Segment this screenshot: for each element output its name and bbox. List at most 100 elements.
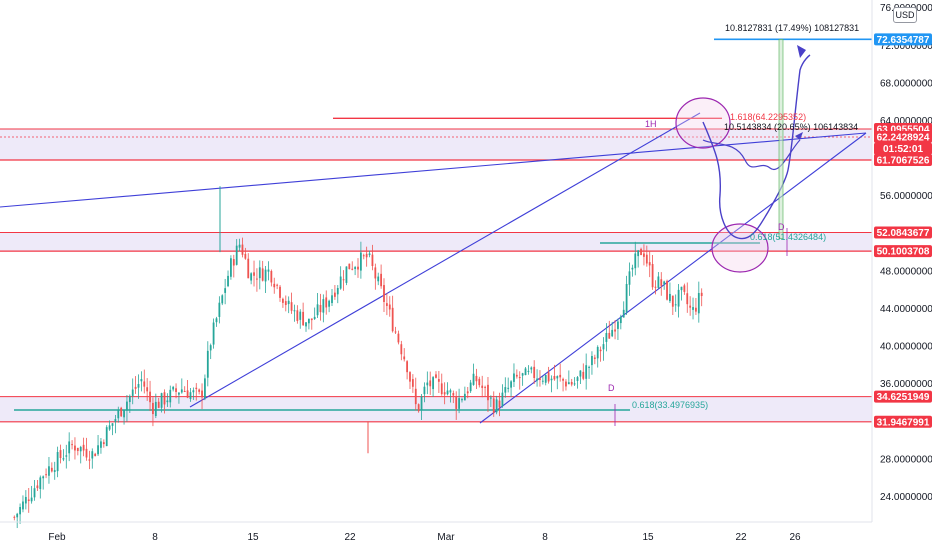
y-tick-label: 36.0000000 <box>880 379 932 390</box>
x-tick-label: 15 <box>642 532 654 543</box>
candle-body <box>686 293 689 305</box>
y-tick-label: 68.0000000 <box>880 78 932 89</box>
candle-body <box>256 278 258 280</box>
candle-body <box>489 397 492 399</box>
candle-body <box>631 267 634 270</box>
candle-body <box>348 263 351 270</box>
currency-button[interactable]: USD <box>893 7 917 23</box>
candle-body <box>411 379 414 387</box>
candle-body <box>258 267 261 279</box>
candle-body <box>521 373 524 376</box>
candle-body <box>417 404 420 412</box>
candle-body <box>567 382 570 385</box>
candle-body <box>449 390 452 393</box>
candle-body <box>654 286 657 288</box>
price-badge <box>874 390 932 403</box>
y-tick-label: 44.0000000 <box>880 304 932 315</box>
candle-body <box>357 266 359 270</box>
candle-body <box>91 451 94 459</box>
x-tick-label: 22 <box>344 532 356 543</box>
candle-body <box>345 266 348 283</box>
candle-body <box>608 332 611 339</box>
candle-body <box>628 271 631 285</box>
candle-body <box>611 329 614 337</box>
candle-body <box>550 378 553 381</box>
candle-body <box>556 376 559 379</box>
candle-body <box>178 392 180 395</box>
candle-body <box>495 399 498 413</box>
candle-body <box>435 374 437 378</box>
candle-body <box>680 286 683 291</box>
candle-body <box>224 288 227 293</box>
price-badge-label: 52.0843677 <box>877 228 930 239</box>
candle-body <box>331 295 333 304</box>
annotation-label: 1.618(64.2295352) <box>730 112 806 122</box>
candle-body <box>406 361 408 373</box>
candle-body <box>671 295 674 307</box>
candle-body <box>599 349 602 352</box>
candle-body <box>313 316 316 319</box>
candle-body <box>374 267 377 279</box>
candle-body <box>388 304 391 310</box>
candle-body <box>137 384 140 388</box>
candle-body <box>100 441 102 448</box>
candle-body <box>264 269 267 282</box>
candle-body <box>455 396 458 409</box>
price-badge <box>874 245 932 258</box>
candle-body <box>576 377 579 381</box>
y-tick-label: 24.0000000 <box>880 492 932 503</box>
candle-body <box>501 392 504 407</box>
candle-body <box>383 285 385 302</box>
candle-body <box>380 273 383 287</box>
candle-body <box>108 425 111 430</box>
candle-body <box>614 329 616 332</box>
candle-body <box>50 467 53 472</box>
candle-body <box>282 298 284 303</box>
annotation-label: 0.618(51.4326484) <box>750 232 826 242</box>
candle-body <box>663 281 666 285</box>
candle-body <box>336 288 339 295</box>
candle-body <box>429 380 432 387</box>
candle-body <box>432 377 434 390</box>
candle-body <box>79 446 82 452</box>
price-badge-label: 63.0955504 <box>877 125 930 136</box>
candle-body <box>276 284 279 286</box>
candle-body <box>414 388 417 405</box>
candle-body <box>602 344 605 350</box>
price-badge-label: 31.9467991 <box>877 417 930 428</box>
candle-body <box>328 300 331 307</box>
candle-body <box>692 307 694 310</box>
candle-body <box>504 387 507 393</box>
candle-body <box>400 344 403 355</box>
candle-body <box>565 381 567 387</box>
candle-body <box>166 400 169 403</box>
candle-body <box>645 254 648 264</box>
candle-body <box>74 445 76 451</box>
candle-body <box>510 381 512 388</box>
candle-body <box>204 378 206 399</box>
candle-body <box>215 318 218 323</box>
candle-body <box>683 285 686 292</box>
candle-body <box>322 299 325 313</box>
candle-body <box>478 378 481 386</box>
candle-body <box>24 496 27 504</box>
candle-body <box>143 381 146 387</box>
candle-body <box>287 300 290 305</box>
candle-body <box>33 488 36 498</box>
candle-body <box>539 378 541 380</box>
candle-body <box>267 269 270 272</box>
annotation-label: D <box>778 222 785 232</box>
candle-body <box>82 444 85 451</box>
candle-body <box>541 380 544 382</box>
candle-body <box>117 409 120 419</box>
y-tick-label: 72.0000000 <box>880 41 932 52</box>
candle-body <box>45 474 47 476</box>
candle-body <box>492 398 495 413</box>
candle-body <box>475 375 478 382</box>
candle-body <box>198 389 201 392</box>
candle-body <box>212 322 215 345</box>
candle-body <box>232 259 235 266</box>
annotation-label: 10.8127831 (17.49%) 108127831 <box>725 23 859 33</box>
candle-body <box>241 244 244 255</box>
